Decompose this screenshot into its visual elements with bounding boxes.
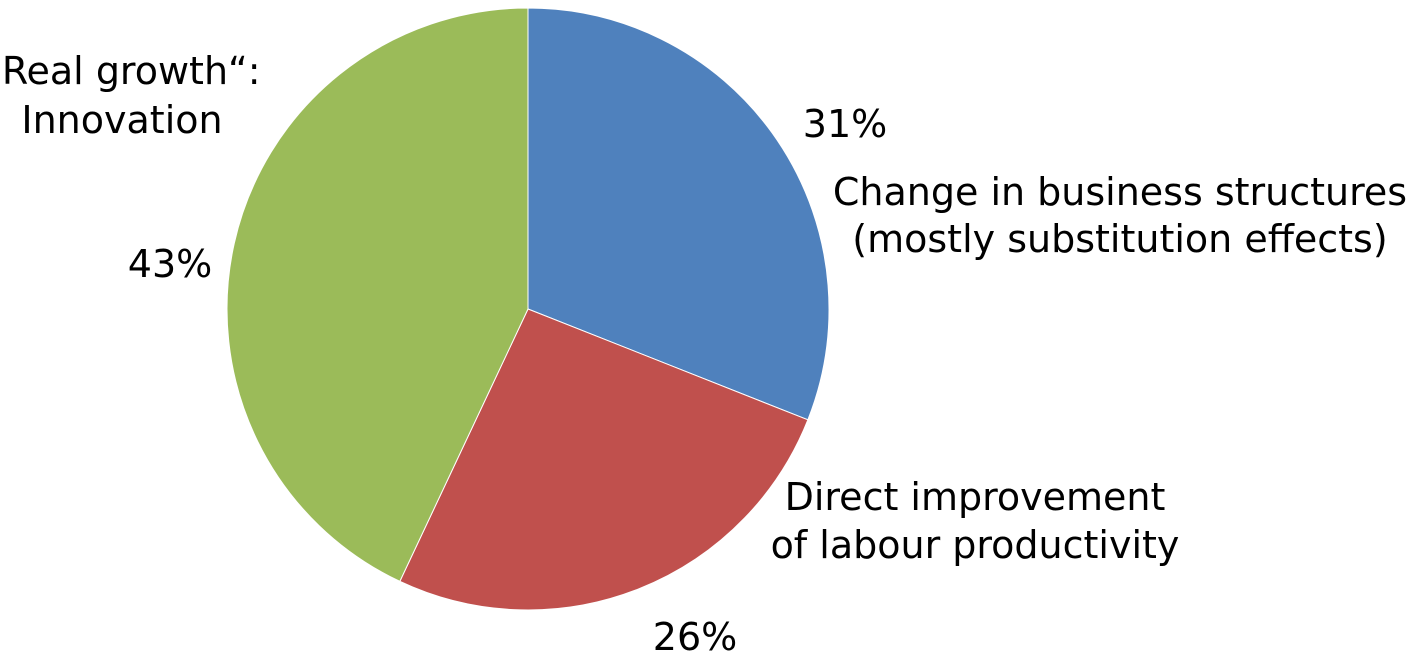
slice-label-business-line-2: (mostly substitution effects) xyxy=(852,217,1387,261)
pie-slice-labour xyxy=(399,308,809,611)
value-label-business: 31% xyxy=(803,102,887,146)
pie-slice-business xyxy=(527,7,830,421)
slice-label-labour-line-1: Direct improvement xyxy=(785,475,1166,519)
slice-label-innovation-line-2: Innovation xyxy=(21,98,222,142)
slice-label-labour-line-2: of labour productivity xyxy=(771,523,1180,567)
pie-slice-innovation xyxy=(226,7,529,583)
pie-slices xyxy=(226,7,830,611)
slice-label-innovation-line-1: „Real growth“: xyxy=(0,49,261,93)
value-label-labour: 26% xyxy=(653,615,737,659)
value-label-innovation: 43% xyxy=(128,242,212,286)
slice-label-business-line-1: Change in business structures xyxy=(833,170,1407,214)
